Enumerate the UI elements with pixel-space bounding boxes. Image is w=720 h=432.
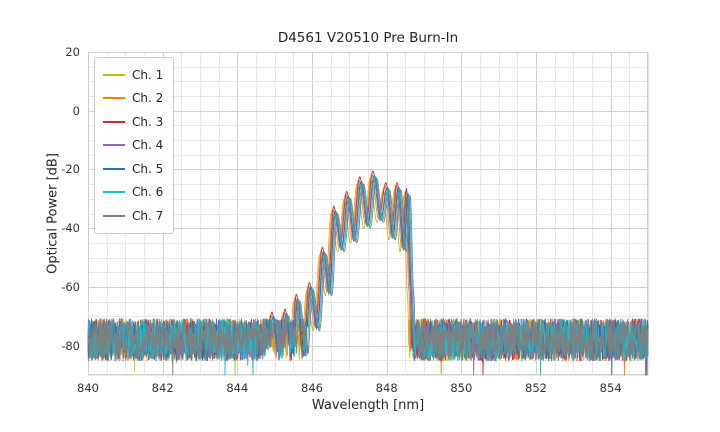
legend-label: Ch. 3 [132,114,164,129]
legend-item: Ch. 4 [103,134,163,158]
legend-item: Ch. 7 [103,204,163,228]
legend-item: Ch. 5 [103,157,163,181]
legend-label: Ch. 4 [132,138,164,153]
legend-line-swatch [103,144,125,147]
legend-item: Ch. 2 [103,87,163,111]
legend-line-swatch [103,214,125,217]
legend: Ch. 1 Ch. 2 Ch. 3 Ch. 4 Ch. 5 Ch. 6 Ch. 7 [94,57,175,234]
y-tick-label: -40 [61,221,80,236]
x-tick-label: 844 [226,381,249,395]
legend-line-swatch [103,191,125,194]
legend-label: Ch. 5 [132,161,164,176]
y-tick-label: 20 [65,45,80,59]
legend-label: Ch. 6 [132,185,164,200]
legend-item: Ch. 3 [103,110,163,134]
x-tick-label: 852 [525,381,547,395]
legend-item: Ch. 6 [103,181,163,205]
x-tick-label: 842 [151,381,174,395]
legend-line-swatch [103,97,125,100]
x-axis-label: Wavelength [nm] [311,398,425,413]
legend-item: Ch. 1 [103,63,163,87]
legend-label: Ch. 1 [132,67,164,82]
x-tick-label: 846 [301,381,323,395]
legend-label: Ch. 2 [132,91,164,106]
chart-title: D4561 V20510 Pre Burn-In [277,30,459,46]
x-tick-label: 840 [77,381,99,395]
x-tick-label: 848 [375,381,398,395]
x-tick-label: 850 [450,381,473,395]
x-tick-label: 854 [599,381,622,395]
y-tick-label: -60 [61,279,80,294]
legend-line-swatch [103,120,125,123]
legend-label: Ch. 7 [132,208,164,223]
y-tick-label: -80 [61,338,80,353]
legend-line-swatch [103,73,125,76]
legend-line-swatch [103,167,125,170]
y-tick-label: 0 [72,103,80,118]
y-tick-label: -20 [61,162,80,177]
